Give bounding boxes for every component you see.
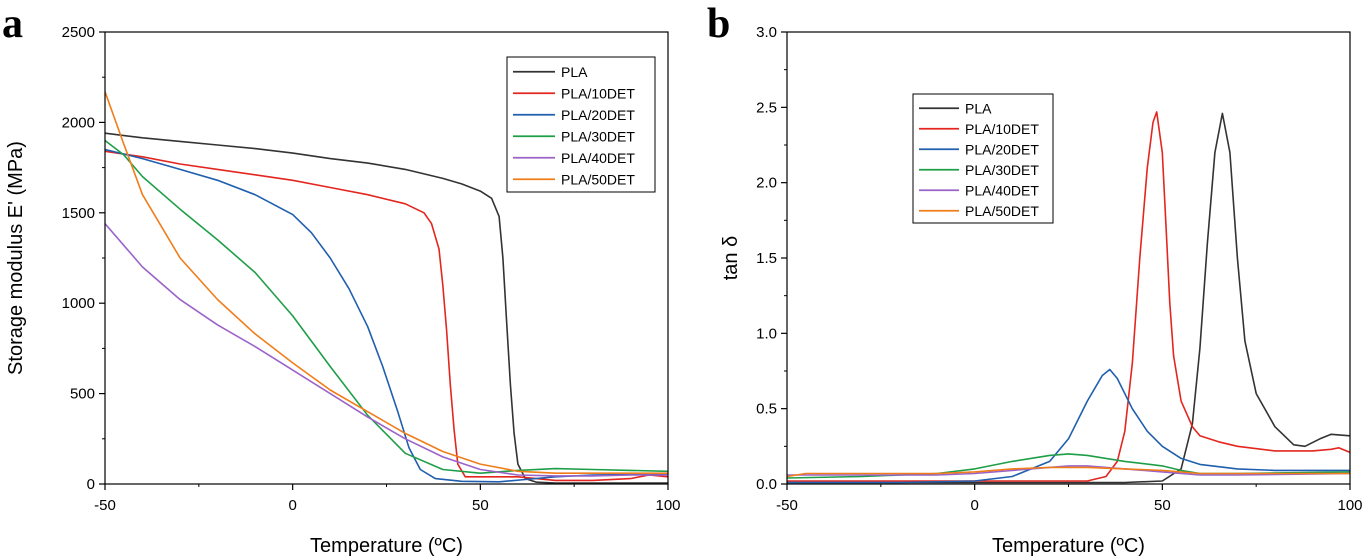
panel-a-series-line-4 bbox=[105, 223, 668, 477]
panel-a-x-tick-label-1: 0 bbox=[288, 497, 296, 514]
panel-a-series-line-2 bbox=[105, 148, 668, 483]
panel-a-legend-label-4: PLA/40DET bbox=[561, 150, 635, 166]
panel-b-y-tick-label-2: 1.0 bbox=[756, 325, 777, 342]
panel-b-y-tick-label-3: 1.5 bbox=[756, 250, 777, 267]
panel-b-letter: b bbox=[707, 1, 730, 47]
panel-a: a-50 0 50 10005001000150020002500Temperatur… bbox=[2, 1, 681, 557]
panel-b-legend-label-3: PLA/30DET bbox=[965, 162, 1039, 178]
panel-a-series-line-1 bbox=[105, 150, 668, 482]
panel-b-plot-frame bbox=[786, 31, 1351, 485]
panel-b-y-axis-title: tan δ bbox=[720, 236, 742, 281]
panel-b-y-tick-label-4: 2.0 bbox=[756, 175, 777, 192]
panel-a-y-tick-label-1: 500 bbox=[70, 386, 95, 403]
panel-a-y-tick-label-2: 1000 bbox=[62, 295, 95, 312]
panel-a-legend-label-5: PLA/50DET bbox=[561, 171, 635, 187]
panel-a-legend-label-2: PLA/20DET bbox=[561, 107, 635, 123]
panel-a-y-axis-title: Storage modulus E' (MPa) bbox=[5, 141, 27, 375]
panel-b-y-tick-label-6: 3.0 bbox=[756, 24, 777, 41]
panel-b-y-tick-label-0: 0.0 bbox=[756, 476, 777, 493]
panel-a-series-line-5 bbox=[105, 91, 668, 474]
panel-b-x-tick-label-1: 0 bbox=[970, 497, 978, 514]
panel-a-letter: a bbox=[2, 1, 23, 47]
panel-a-legend-label-0: PLA bbox=[561, 64, 588, 80]
panel-b-x-tick-label-2: 50 bbox=[1154, 497, 1171, 514]
panel-b-series-line-5 bbox=[787, 466, 1350, 478]
panel-a-series-line-0 bbox=[105, 132, 668, 484]
panel-a-y-tick-label-3: 1500 bbox=[62, 205, 95, 222]
panel-a-legend-label-1: PLA/10DET bbox=[561, 85, 635, 101]
panel-b-x-axis-title: Temperature (ºC) bbox=[992, 535, 1145, 557]
panel-a-legend-label-3: PLA/30DET bbox=[561, 128, 635, 144]
panel-b-x-tick-label-0: -50 bbox=[776, 497, 798, 514]
panel-a-x-tick-label-2: 50 bbox=[472, 497, 489, 514]
panel-b-legend-label-2: PLA/20DET bbox=[965, 141, 1039, 157]
panel-b: b -50 0 50 100 0.0 0.5 1.0 1.5 2.0 2.5 3.0 Temperatu… bbox=[707, 1, 1363, 557]
panel-a-series-line-3 bbox=[105, 139, 668, 474]
panel-b-y-tick-label-1: 0.5 bbox=[756, 401, 777, 418]
panel-b-legend-box bbox=[912, 93, 1054, 224]
panel-b-series-line-1 bbox=[787, 111, 1350, 482]
panel-a-x-tick-label-3: 100 bbox=[655, 497, 680, 514]
panel-a-y-tick-label-4: 2000 bbox=[62, 114, 95, 131]
panel-b-series-line-2 bbox=[787, 368, 1350, 484]
panel-a-x-axis-title: Temperature (ºC) bbox=[310, 535, 463, 557]
panel-a-y-tick-label-5: 2500 bbox=[62, 24, 95, 41]
panel-a-x-tick-label-0: -50 bbox=[94, 497, 116, 514]
panel-a-legend-box bbox=[506, 56, 656, 193]
panel-b-legend-label-1: PLA/10DET bbox=[965, 121, 1039, 137]
panel-b-legend-label-0: PLA bbox=[965, 100, 992, 116]
panel-b-y-tick-label-5: 2.5 bbox=[756, 99, 777, 116]
panel-b-x-tick-label-3: 100 bbox=[1337, 497, 1362, 514]
panel-b-series-line-4 bbox=[787, 465, 1350, 476]
panel-b-legend-label-5: PLA/50DET bbox=[965, 203, 1039, 219]
panel-b-legend-label-4: PLA/40DET bbox=[965, 182, 1039, 198]
panel-a-y-tick-label-0: 0 bbox=[87, 476, 95, 493]
panel-b-series-line-0 bbox=[787, 112, 1350, 484]
